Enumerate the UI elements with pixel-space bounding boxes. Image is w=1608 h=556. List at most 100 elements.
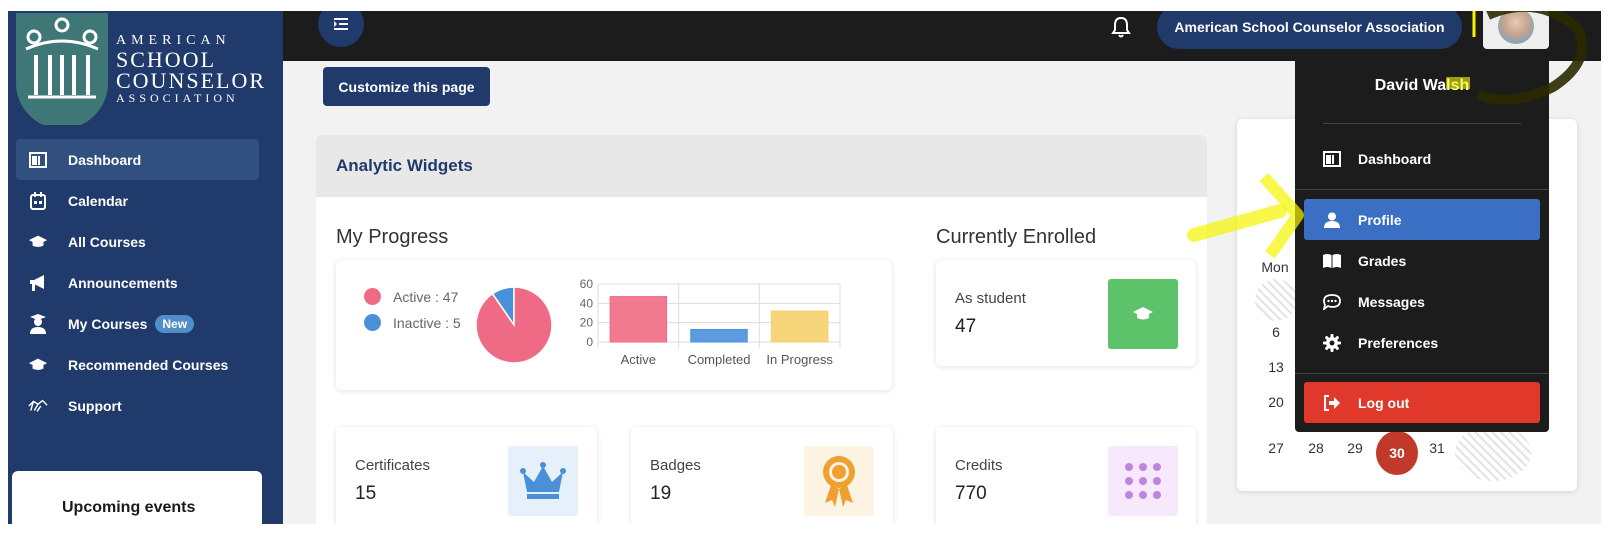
dot-grid-icon <box>1125 463 1161 499</box>
enrolled-card: As student 47 <box>936 260 1196 366</box>
dropdown-item-messages[interactable]: Messages <box>1304 281 1540 322</box>
sidebar-item-label: Dashboard <box>68 151 142 168</box>
user-avatar-button[interactable] <box>1483 11 1549 49</box>
legend-active: Active : 47 <box>364 288 458 305</box>
analytic-widgets-panel: Analytic Widgets My Progress Active : 47… <box>316 135 1207 524</box>
calendar-today[interactable]: 30 <box>1376 431 1418 475</box>
calendar-day[interactable]: 29 <box>1347 440 1363 456</box>
asca-logo[interactable]: AMERICAN SCHOOL COUNSELOR ASSOCIATION <box>12 13 264 129</box>
badges-card: Badges 19 <box>631 427 893 524</box>
sidebar-nav: Dashboard Calendar All Courses Announcem… <box>16 139 259 426</box>
gear-icon <box>1322 333 1342 353</box>
sidebar-item-label: Recommended Courses <box>68 356 229 373</box>
calendar-day-header: Mon <box>1261 259 1289 275</box>
asca-emblem-icon <box>16 13 108 129</box>
logo-line-american: AMERICAN <box>116 33 231 48</box>
bar-y-tick-label: 0 <box>586 335 593 349</box>
award-ribbon-icon <box>823 456 855 507</box>
sidebar: AMERICAN SCHOOL COUNSELOR ASSOCIATION Da… <box>8 11 283 524</box>
bar-category-label: Completed <box>688 352 751 367</box>
legend-inactive-label: Inactive : 5 <box>393 314 461 331</box>
sidebar-item-label: Announcements <box>68 274 178 291</box>
my-progress-title: My Progress <box>336 226 449 248</box>
badges-tile <box>804 446 874 516</box>
bar-y-tick-label: 40 <box>580 296 594 310</box>
dropdown-divider <box>1295 373 1549 374</box>
sidebar-item-my-courses[interactable]: My Courses New <box>16 303 259 344</box>
upcoming-events-title: Upcoming events <box>62 499 196 516</box>
credits-card: Credits 770 <box>936 427 1196 524</box>
certificates-tile <box>508 446 578 516</box>
bar-in-progress[interactable] <box>770 310 829 343</box>
logo-line-school: SCHOOL <box>116 47 217 72</box>
crown-icon <box>520 462 566 499</box>
logout-label: Log out <box>1358 394 1410 411</box>
bar-category-label: Active <box>621 352 656 367</box>
calendar-day[interactable]: 28 <box>1308 440 1324 456</box>
legend-active-swatch <box>364 288 381 305</box>
progress-pie-chart <box>475 286 553 364</box>
calendar-day[interactable]: 27 <box>1268 440 1284 456</box>
sidebar-item-support[interactable]: Support <box>16 385 259 426</box>
dashboard-icon <box>1322 149 1342 169</box>
sidebar-item-announcements[interactable]: Announcements <box>16 262 259 303</box>
sidebar-item-label: Calendar <box>68 192 128 209</box>
currently-enrolled-title: Currently Enrolled <box>936 226 1097 248</box>
badges-label: Badges <box>650 457 701 474</box>
sidebar-item-calendar[interactable]: Calendar <box>16 180 259 221</box>
calendar-day[interactable]: 31 <box>1429 440 1445 456</box>
handshake-icon <box>28 396 48 416</box>
logo-line-counselor: COUNSELOR <box>116 68 267 93</box>
pie-slice-active[interactable] <box>475 286 553 364</box>
certificates-card: Certificates 15 <box>336 427 597 524</box>
app-frame: AMERICAN SCHOOL COUNSELOR ASSOCIATION Da… <box>8 11 1601 524</box>
dropdown-item-label: Grades <box>1358 252 1407 269</box>
dropdown-item-dashboard[interactable]: Dashboard <box>1304 138 1540 179</box>
graduation-cap-icon <box>28 232 48 252</box>
bar-category-label: In Progress <box>766 352 833 367</box>
upcoming-events-card: Upcoming events <box>12 471 262 524</box>
user-dropdown-menu: David Walsh Dashboard Profile Grades <box>1295 61 1549 432</box>
book-icon <box>1322 251 1342 271</box>
sidebar-item-recommended-courses[interactable]: Recommended Courses <box>16 344 259 385</box>
bar-completed[interactable] <box>690 328 748 343</box>
new-badge: New <box>155 314 195 333</box>
dropdown-item-grades[interactable]: Grades <box>1304 240 1540 281</box>
badges-value: 19 <box>650 483 672 504</box>
progress-bar-chart: 0 20 40 60 Active Completed In Progress <box>580 277 841 367</box>
enrolled-label: As student <box>955 290 1026 307</box>
menu-collapse-icon <box>334 18 348 30</box>
legend-inactive: Inactive : 5 <box>364 314 461 331</box>
organization-name-pill[interactable]: American School Counselor Association <box>1157 11 1462 49</box>
user-icon <box>1322 210 1342 230</box>
sidebar-item-label: My Courses <box>68 315 148 332</box>
sidebar-item-all-courses[interactable]: All Courses <box>16 221 259 262</box>
logo-wordmark: AMERICAN SCHOOL COUNSELOR ASSOCIATION <box>116 33 266 106</box>
student-icon <box>28 313 48 334</box>
calendar-day[interactable]: 13 <box>1268 359 1284 375</box>
dropdown-item-label: Preferences <box>1358 334 1439 351</box>
logout-button[interactable]: Log out <box>1304 382 1540 423</box>
dropdown-item-profile[interactable]: Profile <box>1304 199 1540 240</box>
notifications-bell-icon[interactable] <box>1109 15 1133 39</box>
dropdown-user-name: David Walsh <box>1374 77 1470 94</box>
progress-chart-card: Active : 47 Inactive : 5 0 20 40 60 Active Co… <box>336 260 892 390</box>
customize-page-button[interactable]: Customize this page <box>323 67 490 106</box>
sidebar-toggle-button[interactable] <box>318 11 364 47</box>
enrolled-value: 47 <box>955 316 977 337</box>
graduation-cap-icon <box>1133 307 1153 320</box>
dropdown-item-preferences[interactable]: Preferences <box>1304 322 1540 363</box>
calendar-empty-cell <box>1255 279 1297 321</box>
legend-inactive-swatch <box>364 314 381 331</box>
dropdown-divider <box>1323 123 1521 124</box>
logout-icon <box>1322 393 1342 413</box>
credits-value: 770 <box>955 483 987 504</box>
calendar-icon <box>28 191 48 211</box>
certificates-label: Certificates <box>355 457 431 474</box>
calendar-day[interactable]: 6 <box>1272 324 1280 340</box>
sidebar-item-dashboard[interactable]: Dashboard <box>16 139 259 180</box>
megaphone-icon <box>28 273 48 293</box>
calendar-day[interactable]: 20 <box>1268 394 1284 410</box>
bar-active[interactable] <box>609 296 668 343</box>
credits-label: Credits <box>955 457 1003 474</box>
